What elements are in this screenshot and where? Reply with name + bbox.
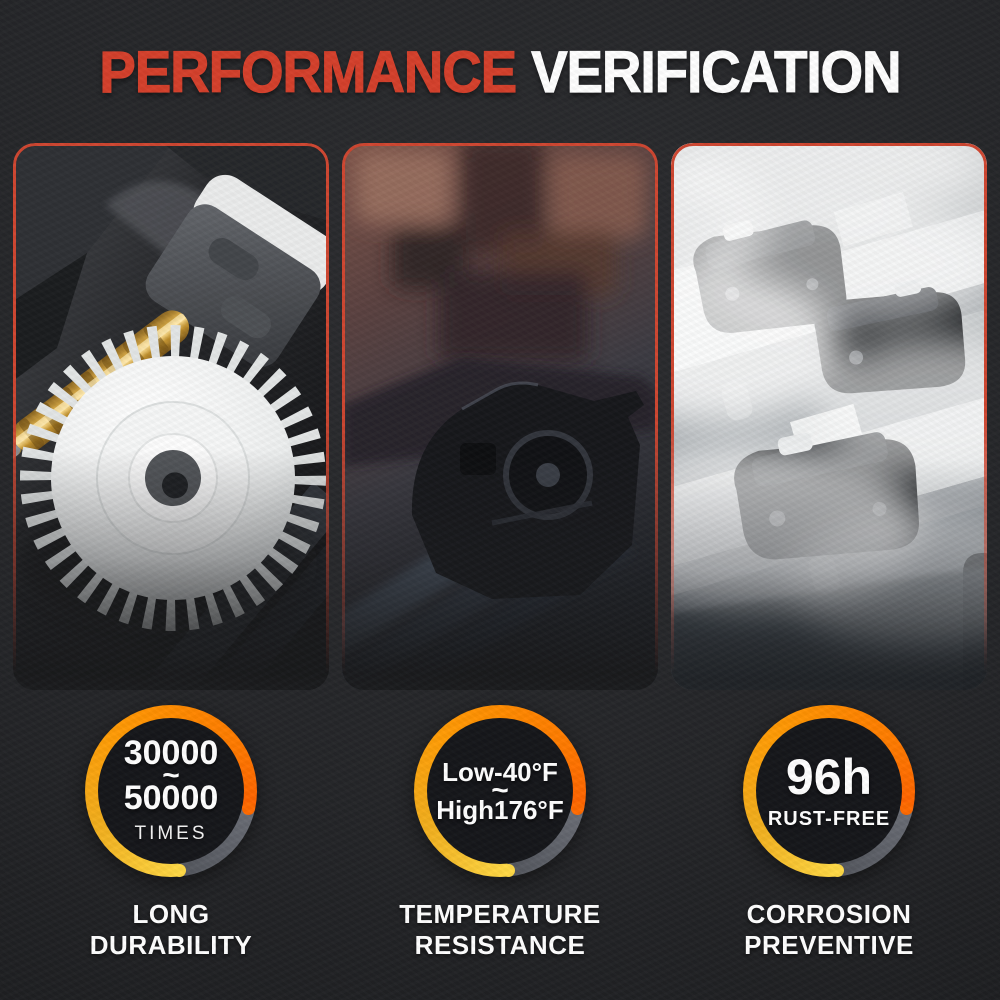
label-line-2: RESISTANCE [414, 929, 586, 960]
progress-ring [85, 705, 257, 877]
corrosion-label: CORROSION PREVENTIVE [744, 899, 914, 960]
label-line-2: DURABILITY [89, 929, 253, 960]
fog-corrosion-illustration [671, 143, 987, 690]
gauge-unit: RUST-FREE [767, 807, 891, 830]
gauge-value-top: 30000 [123, 734, 219, 773]
durability-label: LONG DURABILITY [90, 899, 252, 960]
progress-ring [743, 705, 915, 877]
page-title: PERFORMANCE VERIFICATION [30, 43, 970, 102]
durability-gauge: 30000 ~ 50000 TIMES [85, 705, 257, 877]
ring-cap-orange [242, 802, 255, 815]
corrosion-photo [671, 143, 987, 690]
title-highlight: PERFORMANCE [99, 40, 518, 105]
corrosion-gauge: 96h RUST-FREE [743, 705, 915, 877]
progress-ring [414, 705, 586, 877]
label-line-1: LONG [132, 899, 210, 929]
gauge-text: 96h RUST-FREE [756, 718, 902, 864]
temperature-label: TEMPERATURE RESISTANCE [399, 899, 600, 960]
gauge-value: 96h [785, 748, 873, 805]
temperature-gauge: Low-40°F ~ High176°F [414, 705, 586, 877]
feature-columns: 30000 ~ 50000 TIMES LONG DURABILITY [13, 143, 987, 960]
gear-motor-illustration [13, 143, 329, 690]
feature-temperature: Low-40°F ~ High176°F TEMPERATURE RESISTA… [342, 143, 658, 960]
label-line-1: CORROSION [746, 899, 912, 929]
ring-cap-orange [900, 802, 913, 815]
fog-clouds [671, 143, 987, 653]
gauge-value-top: Low-40°F [442, 756, 558, 787]
label-line-2: PREVENTIVE [744, 929, 914, 960]
ring-cap-yellow [831, 864, 844, 877]
ring-cap-orange [571, 802, 584, 815]
white-gear [20, 325, 326, 631]
title-rest: VERIFICATION [531, 40, 902, 105]
durability-photo [13, 143, 329, 690]
heat-test-illustration [342, 143, 658, 690]
feature-corrosion: 96h RUST-FREE CORROSION PREVENTIVE [671, 143, 987, 960]
ring-cap-yellow [173, 864, 186, 877]
feature-durability: 30000 ~ 50000 TIMES LONG DURABILITY [13, 143, 329, 960]
label-line-1: TEMPERATURE [399, 899, 601, 929]
gauge-text: 30000 ~ 50000 TIMES [98, 718, 244, 864]
gauge-unit: TIMES [134, 822, 208, 844]
gauge-text: Low-40°F ~ High176°F [427, 718, 573, 864]
ring-cap-yellow [502, 864, 515, 877]
gauge-value-bottom: 50000 [123, 779, 219, 818]
gauge-value-bottom: High176°F [436, 795, 564, 826]
temperature-photo [342, 143, 658, 690]
